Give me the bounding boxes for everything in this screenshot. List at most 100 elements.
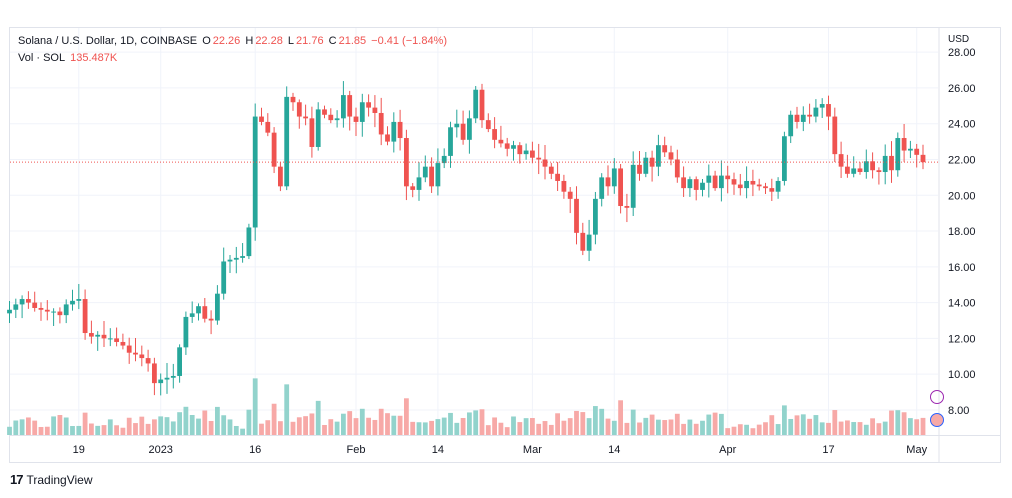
- volume-bar: [561, 420, 567, 435]
- y-tick-label: 14.00: [948, 298, 976, 310]
- candle-body: [422, 166, 428, 178]
- volume-bar: [278, 421, 283, 435]
- candle-body: [769, 188, 775, 192]
- candle-body: [719, 175, 724, 189]
- candle-body: [366, 102, 371, 108]
- volume-bar: [706, 414, 712, 435]
- volume-bar: [517, 422, 523, 435]
- volume-bar: [523, 418, 529, 435]
- volume-bar: [530, 418, 535, 435]
- candle-body: [315, 109, 321, 147]
- event-marker-icon[interactable]: [930, 390, 944, 404]
- candle-body: [555, 173, 560, 181]
- candle-body: [737, 184, 743, 189]
- y-tick-label: 18.00: [948, 226, 976, 238]
- candle-body: [334, 118, 340, 121]
- volume-bar: [19, 419, 25, 435]
- volume-bar: [372, 419, 378, 435]
- volume-bar: [429, 420, 434, 435]
- candle-body: [341, 95, 346, 119]
- candle-body: [278, 166, 283, 187]
- volume-bar: [813, 415, 819, 435]
- candle-layer: [7, 81, 926, 396]
- volume-bar: [139, 416, 145, 435]
- volume-bar: [290, 421, 296, 435]
- volume-bar: [38, 426, 44, 435]
- candle-body: [448, 127, 453, 156]
- candle-body: [120, 341, 126, 346]
- y-tick-label: 28.00: [948, 47, 976, 59]
- candle-body: [164, 377, 170, 380]
- volume-legend: Vol · SOL 135.487K: [18, 52, 119, 64]
- candle-body: [82, 299, 88, 334]
- candle-body: [826, 104, 831, 117]
- candle-body: [76, 299, 82, 301]
- candle-body: [391, 121, 397, 142]
- candle-body: [536, 157, 542, 160]
- volume-bar: [794, 415, 800, 435]
- volume-value: 135.487K: [70, 52, 118, 64]
- volume-bar: [7, 426, 12, 435]
- candle-body: [202, 306, 208, 319]
- candle-body: [70, 300, 75, 305]
- candle-body: [744, 180, 749, 189]
- volume-bar: [215, 406, 220, 435]
- volume-bar: [548, 424, 554, 435]
- volume-bar: [347, 411, 353, 435]
- volume-bar: [259, 423, 264, 435]
- volume-bar: [555, 413, 560, 435]
- volume-bar: [76, 425, 82, 435]
- volume-bar: [252, 378, 258, 435]
- candle-body: [630, 164, 636, 208]
- candle-body: [309, 118, 315, 147]
- tradingview-brand[interactable]: 17 TradingView: [10, 472, 93, 487]
- symbol-title: Solana / U.S. Dollar, 1D, COINBASE: [18, 35, 198, 47]
- y-tick-label: 22.00: [948, 154, 976, 166]
- x-tick-label: May: [906, 444, 927, 456]
- candle-body: [378, 112, 384, 135]
- volume-bar: [107, 419, 113, 435]
- volume-bar: [542, 421, 548, 435]
- candle-body: [908, 148, 913, 151]
- volume-bar: [920, 417, 926, 435]
- volume-bar: [895, 410, 901, 435]
- candle-body: [372, 107, 378, 113]
- volume-bar: [832, 410, 838, 435]
- tradingview-logo-icon: 17: [10, 472, 24, 487]
- volume-bar: [120, 427, 126, 435]
- candle-body: [605, 177, 611, 187]
- volume-bar: [397, 415, 403, 435]
- candle-body: [271, 132, 277, 167]
- open-value: 22.26: [212, 35, 241, 47]
- candle-body: [530, 150, 535, 158]
- volume-bar: [353, 418, 359, 435]
- volume-label: Vol · SOL: [18, 52, 66, 64]
- candle-body: [208, 318, 214, 321]
- volume-bar: [246, 409, 252, 435]
- candle-body: [656, 145, 661, 167]
- candle-body: [133, 352, 138, 355]
- axis-layer: 8.00 10.00 12.00 14.00 16.00 18.00 20.00 22.00 2…: [10, 28, 1000, 462]
- candle-body: [700, 182, 705, 190]
- currency-label[interactable]: USD: [948, 34, 970, 45]
- candle-body: [246, 227, 252, 257]
- x-tick-label: Feb: [347, 444, 366, 456]
- volume-bar: [807, 418, 812, 435]
- candle-body: [574, 198, 579, 233]
- candle-body: [832, 116, 838, 155]
- candle-body: [548, 166, 554, 174]
- y-tick-label: 12.00: [948, 333, 976, 345]
- volume-bar: [737, 424, 743, 435]
- volume-bar: [492, 417, 497, 435]
- candle-body: [435, 163, 441, 187]
- volume-bar: [643, 417, 649, 435]
- volume-bar: [700, 420, 705, 435]
- volume-bar: [630, 409, 636, 435]
- candle-body: [611, 168, 617, 187]
- dividend-marker-icon[interactable]: [930, 413, 944, 427]
- candle-body: [857, 168, 863, 173]
- volume-bar: [133, 423, 138, 435]
- volume-bar: [460, 417, 466, 435]
- volume-bar: [221, 415, 227, 435]
